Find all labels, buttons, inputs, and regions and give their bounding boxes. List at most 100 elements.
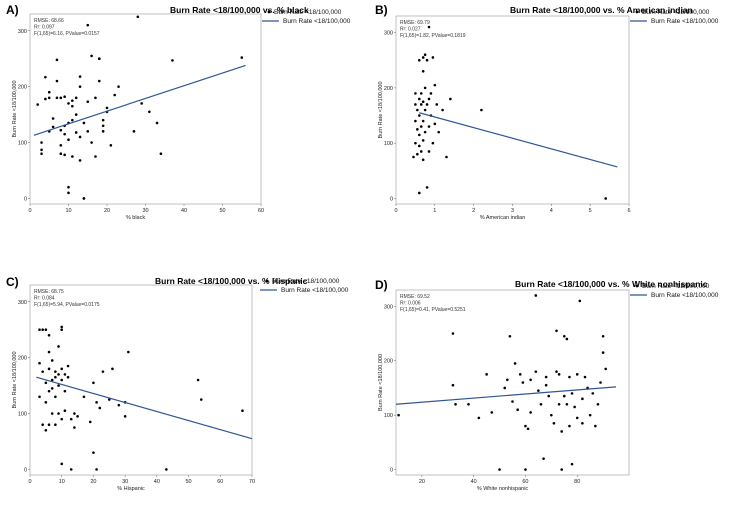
data-point bbox=[98, 57, 101, 61]
data-point bbox=[50, 387, 54, 390]
x-tick-label: 40 bbox=[181, 208, 187, 214]
data-point bbox=[86, 23, 90, 27]
x-tick-label: 1 bbox=[433, 208, 436, 214]
data-point bbox=[431, 141, 435, 145]
data-point bbox=[414, 119, 417, 123]
stats-line: RMSE: 69.79 bbox=[400, 20, 430, 26]
data-point bbox=[418, 191, 421, 195]
data-point bbox=[47, 367, 51, 371]
data-point bbox=[604, 197, 607, 200]
data-point bbox=[594, 424, 597, 428]
data-point bbox=[44, 401, 48, 404]
data-point bbox=[55, 96, 59, 100]
data-point bbox=[47, 96, 51, 100]
data-point bbox=[588, 413, 592, 417]
data-point bbox=[240, 56, 244, 59]
data-point bbox=[421, 119, 425, 123]
data-point bbox=[524, 468, 527, 471]
data-point bbox=[38, 395, 41, 399]
data-point bbox=[90, 54, 93, 58]
legend-marker-points bbox=[267, 10, 271, 14]
data-point bbox=[95, 468, 98, 471]
data-point bbox=[50, 378, 54, 382]
data-point bbox=[416, 128, 419, 131]
data-point bbox=[435, 103, 439, 106]
data-point bbox=[57, 412, 60, 415]
data-point bbox=[101, 124, 105, 128]
data-point bbox=[159, 152, 163, 156]
data-point bbox=[40, 148, 43, 152]
data-point bbox=[418, 133, 421, 137]
data-point bbox=[539, 402, 543, 406]
legend: Burn Rate <18/100,000 Burn Rate <18/100,0… bbox=[630, 283, 719, 299]
data-point bbox=[86, 100, 90, 104]
data-point bbox=[575, 373, 579, 376]
data-point bbox=[71, 118, 74, 122]
legend-label-fit: Burn Rate <18/100,000 bbox=[651, 292, 719, 299]
data-point bbox=[63, 409, 67, 413]
data-point bbox=[148, 110, 151, 114]
data-point bbox=[423, 108, 427, 112]
data-point bbox=[516, 408, 519, 412]
data-point bbox=[44, 97, 47, 101]
data-point bbox=[73, 426, 76, 429]
data-point bbox=[445, 155, 448, 159]
data-point bbox=[570, 392, 574, 395]
data-point bbox=[47, 423, 51, 427]
data-point bbox=[555, 370, 558, 373]
data-point bbox=[59, 152, 63, 156]
data-point bbox=[562, 394, 566, 398]
data-point bbox=[513, 362, 517, 365]
legend-marker-points bbox=[635, 10, 639, 14]
data-point bbox=[568, 424, 571, 428]
data-point bbox=[78, 159, 82, 162]
data-point bbox=[101, 130, 105, 133]
data-point bbox=[423, 130, 427, 134]
data-point bbox=[171, 59, 174, 62]
data-point bbox=[63, 132, 66, 136]
data-point bbox=[423, 86, 427, 90]
data-point bbox=[88, 420, 92, 424]
x-tick-label: 40 bbox=[471, 479, 477, 485]
data-point bbox=[44, 328, 48, 332]
data-point bbox=[76, 415, 79, 418]
y-tick-label: 0 bbox=[390, 468, 393, 474]
data-point bbox=[50, 412, 54, 415]
plot-frame bbox=[29, 13, 262, 205]
plot-frame bbox=[29, 284, 253, 476]
data-point bbox=[92, 451, 95, 454]
data-point bbox=[155, 121, 159, 125]
data-point bbox=[570, 462, 574, 466]
data-point bbox=[485, 373, 488, 376]
data-point bbox=[51, 117, 55, 120]
data-point bbox=[506, 378, 509, 382]
stats-line: R²: 0.006 bbox=[400, 301, 421, 307]
data-point bbox=[419, 92, 423, 95]
data-point bbox=[555, 329, 558, 333]
data-point bbox=[397, 413, 400, 417]
legend-label-points: Burn Rate <18/100,000 bbox=[642, 283, 710, 290]
data-point bbox=[132, 130, 136, 133]
legend-label-points: Burn Rate <18/100,000 bbox=[272, 278, 340, 285]
data-point bbox=[418, 114, 421, 117]
data-point bbox=[55, 58, 59, 62]
data-point bbox=[78, 85, 82, 88]
data-point bbox=[601, 334, 605, 338]
data-point bbox=[60, 417, 64, 421]
panel-label: A) bbox=[6, 3, 19, 17]
data-point bbox=[38, 328, 41, 332]
stats-line: F(1,65)=5.94, PValue=0.0175 bbox=[34, 302, 100, 308]
legend-label-fit: Burn Rate <18/100,000 bbox=[651, 18, 719, 25]
x-tick-label: 4 bbox=[550, 208, 553, 214]
data-point bbox=[47, 333, 51, 337]
data-point bbox=[94, 96, 97, 100]
data-point bbox=[109, 144, 113, 147]
data-point bbox=[82, 197, 86, 200]
data-point bbox=[427, 150, 431, 153]
data-point bbox=[117, 403, 121, 407]
data-point bbox=[433, 122, 437, 126]
legend: Burn Rate <18/100,000 Burn Rate <18/100,0… bbox=[262, 9, 351, 25]
data-point bbox=[60, 462, 64, 466]
data-point bbox=[534, 370, 538, 373]
